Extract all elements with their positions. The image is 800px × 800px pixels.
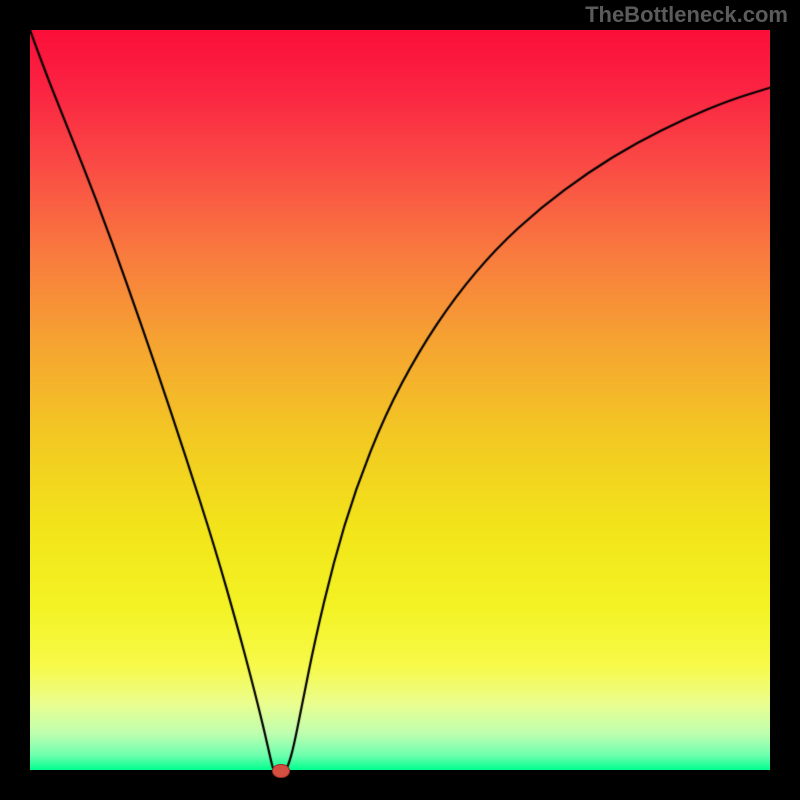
watermark-label: TheBottleneck.com (585, 2, 788, 28)
bottleneck-marker (272, 764, 290, 779)
plot-area (30, 30, 770, 770)
plot-canvas (30, 30, 770, 770)
chart-container: TheBottleneck.com (0, 0, 800, 800)
